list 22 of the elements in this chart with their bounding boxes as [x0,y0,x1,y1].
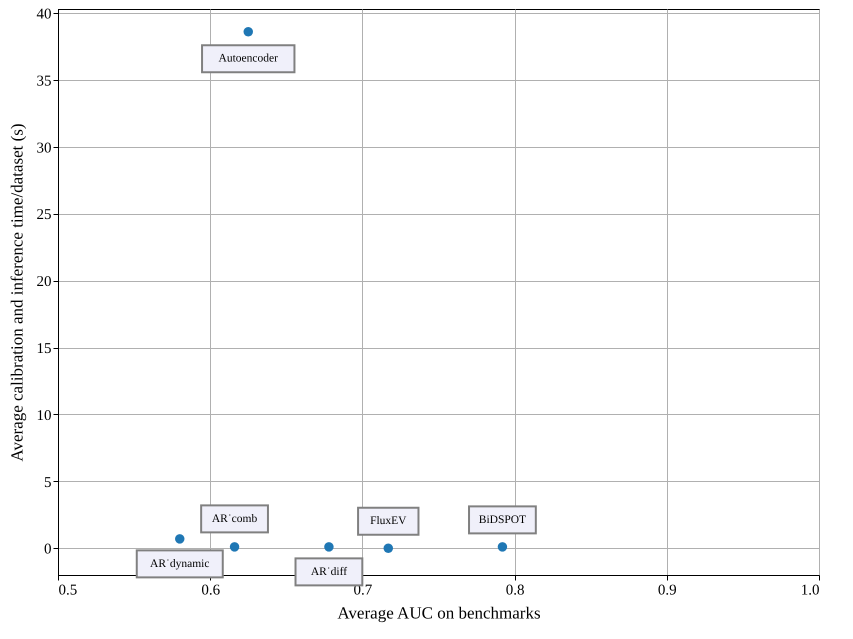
y-tick-label: 5 [44,474,52,491]
y-tick-label: 15 [36,341,52,358]
y-tick-label: 35 [36,73,52,90]
x-tick-label: 0.8 [506,582,524,598]
y-tick-label: 0 [44,542,52,558]
annotation: BiDSPOT [478,514,526,526]
y-axis-title: Average calibration and inference time/dataset (s) [8,123,26,462]
y-tick-label: 20 [36,274,52,290]
x-tick-label: 0.5 [58,582,78,598]
annotation: Autoencoder [218,52,278,65]
x-tick-label: 0.6 [201,582,221,598]
y-tick-label: 30 [36,140,52,156]
x-tick-label: 1.0 [800,582,820,598]
annotation: AR˙diff [310,566,348,578]
x-axis-title: Average AUC on benchmarks [337,604,541,622]
y-tick-label: 10 [36,408,52,424]
annotation: AR˙comb [212,512,258,525]
y-tick-label: 40 [36,6,52,23]
annotation: FluxEV [370,515,408,528]
annotation: AR˙dynamic [150,558,210,570]
y-tick-label: 25 [36,207,52,224]
x-tick-label: 0.9 [658,582,677,598]
